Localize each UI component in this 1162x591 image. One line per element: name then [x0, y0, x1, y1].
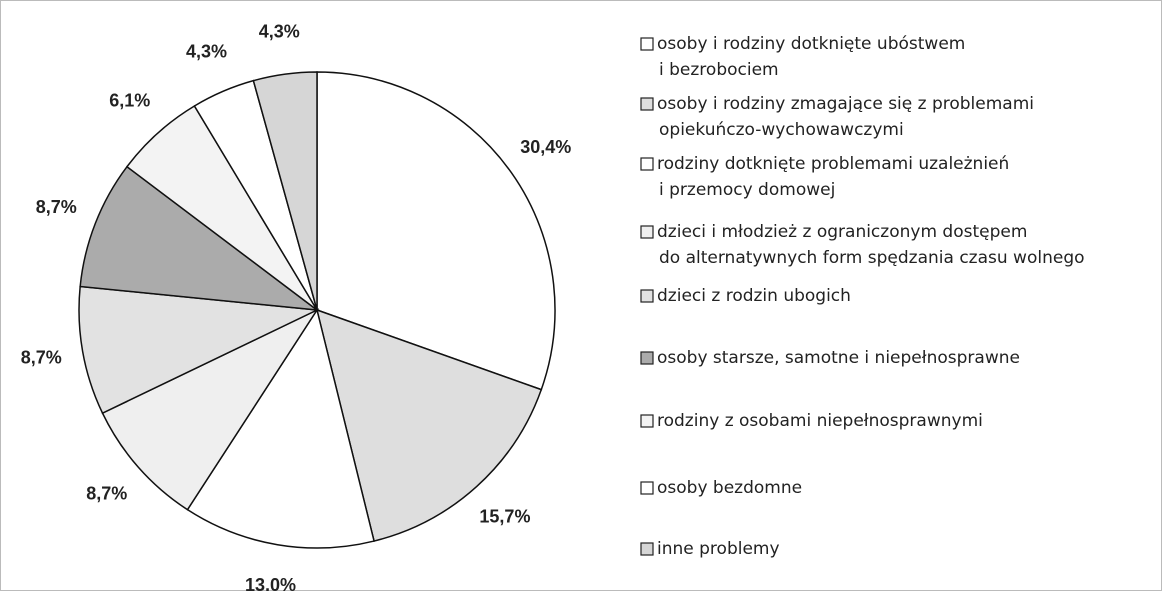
legend-label: osoby i rodziny dotknięte ubóstwem [657, 34, 965, 54]
slice-label: 30,4% [520, 137, 571, 157]
legend-label: do alternatywnych form spędzania czasu w… [659, 248, 1085, 268]
pie-slice [78, 285, 320, 415]
legend-label: opiekuńczo-wychowawczymi [659, 120, 904, 140]
pie-slice [315, 308, 543, 542]
legend-label: dzieci i młodzież z ograniczonym dostępe… [657, 222, 1027, 242]
legend-label: dzieci z rodzin ubogich [657, 286, 851, 306]
pie-slice [316, 71, 556, 391]
legend-swatch [640, 542, 654, 556]
legend-swatch [640, 289, 654, 303]
pie-slice [101, 308, 320, 511]
legend-label: osoby bezdomne [657, 478, 802, 498]
slice-label: 8,7% [86, 484, 127, 504]
legend-swatch [640, 157, 654, 171]
slice-label: 8,7% [36, 197, 77, 217]
legend-label: rodziny z osobami niepełnosprawnymi [657, 411, 983, 431]
slice-label: 4,3% [186, 41, 227, 61]
slice-label: 6,1% [109, 91, 150, 111]
legend-swatch [640, 351, 654, 365]
legend-swatch [640, 481, 654, 495]
legend-label: i przemocy domowej [659, 180, 835, 200]
legend-label: i bezrobociem [659, 60, 779, 80]
legend-label: osoby i rodziny zmagające się z problema… [657, 94, 1034, 114]
pie-slice [252, 71, 318, 311]
legend-label: rodziny dotknięte problemami uzależnień [657, 154, 1009, 174]
legend-swatch [640, 37, 654, 51]
pie-slice [79, 165, 320, 312]
legend-label: inne problemy [657, 539, 780, 559]
slice-label: 15,7% [479, 506, 530, 526]
legend-swatch [640, 225, 654, 239]
pie-slice [186, 308, 375, 549]
slice-label: 4,3% [259, 21, 300, 41]
slice-label: 13,0% [245, 575, 296, 591]
slice-label: 8,7% [21, 347, 62, 367]
legend-swatch [640, 97, 654, 111]
legend-swatch [640, 414, 654, 428]
legend-label: osoby starsze, samotne i niepełnosprawne [657, 348, 1020, 368]
